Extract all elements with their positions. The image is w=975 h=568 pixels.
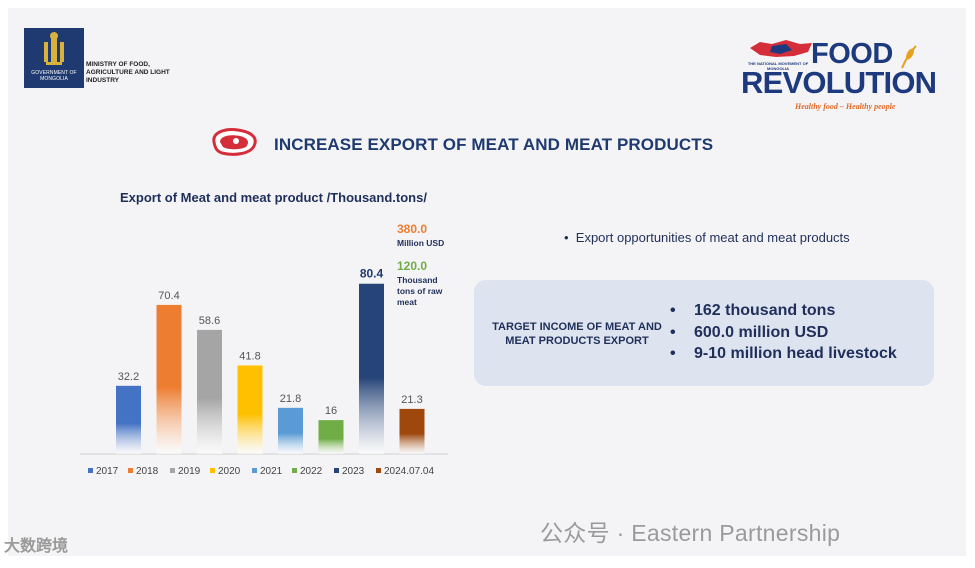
data-label-2019: 58.6 bbox=[199, 315, 220, 327]
bar-2020 bbox=[237, 365, 263, 454]
emblem-label: GOVERNMENT OF MONGOLIA bbox=[31, 70, 77, 82]
target-item-text: 162 thousand tons bbox=[694, 302, 836, 319]
target-box: TARGET INCOME OF MEAT AND MEAT PRODUCTS … bbox=[474, 280, 934, 386]
export-opportunities-bullet: • Export opportunities of meat and meat … bbox=[564, 230, 850, 245]
bullet-dot: • bbox=[564, 230, 576, 245]
target-item-tons: • 162 thousand tons bbox=[670, 302, 836, 319]
legend-label-2021: 2021 bbox=[260, 466, 283, 477]
legend-swatch-2018 bbox=[128, 468, 133, 473]
government-emblem: GOVERNMENT OF MONGOLIA bbox=[24, 28, 84, 88]
legend-swatch-2019 bbox=[170, 468, 175, 473]
legend-swatch-2023 bbox=[334, 468, 339, 473]
bar-2019 bbox=[197, 329, 222, 454]
legend-label-2019: 2019 bbox=[178, 466, 201, 477]
bar-2017 bbox=[116, 385, 141, 454]
wheat-icon bbox=[901, 45, 917, 69]
legend-swatch-2021 bbox=[252, 468, 257, 473]
annotation-meat-text: meat bbox=[397, 297, 417, 307]
data-label-2023: 80.4 bbox=[360, 267, 384, 281]
legend-swatch-2017 bbox=[88, 468, 93, 473]
data-label-2022: 16 bbox=[325, 405, 337, 417]
annotation-usd-text: Million USD bbox=[397, 238, 444, 248]
legend-swatch-2020 bbox=[210, 468, 215, 473]
chart-title: Export of Meat and meat product /Thousan… bbox=[120, 190, 427, 205]
annotation-meat-text: tons of raw bbox=[397, 286, 443, 296]
bar-2023 bbox=[359, 283, 384, 454]
target-list: • 162 thousand tons • 600.0 million USD • 9… bbox=[670, 300, 897, 365]
data-label-2020: 41.8 bbox=[239, 350, 260, 362]
legend-label-2020: 2020 bbox=[218, 466, 241, 477]
data-label-2017: 32.2 bbox=[118, 371, 139, 383]
flag-map-icon bbox=[750, 40, 812, 57]
legend-swatch-2022 bbox=[292, 468, 297, 473]
data-label-2018: 70.4 bbox=[158, 290, 179, 302]
logo-food: FOOD bbox=[811, 38, 893, 70]
bar-2022 bbox=[318, 420, 344, 454]
logo-slogan: Healthy food – Healthy people bbox=[795, 102, 896, 111]
legend-swatch-2024.07.04 bbox=[376, 468, 381, 473]
bar-2024.07.04 bbox=[399, 408, 425, 454]
meat-steak-icon bbox=[212, 128, 257, 156]
target-label: TARGET INCOME OF MEAT AND MEAT PRODUCTS … bbox=[492, 321, 662, 347]
watermark-left: 大数跨境 bbox=[4, 538, 69, 555]
annotation-meat-text: Thousand bbox=[397, 275, 438, 285]
bullet-text: Export opportunities of meat and meat pr… bbox=[575, 230, 850, 245]
soyombo-icon bbox=[44, 32, 64, 65]
target-item-livestock: • 9-10 million head livestock bbox=[670, 345, 897, 362]
ministry-name: MINISTRY OF FOOD, AGRICULTURE AND LIGHT … bbox=[86, 61, 170, 84]
watermark-right: 公众号 · Eastern Partnership bbox=[540, 520, 841, 546]
logo-tagline-small: THE NATIONAL MOVEMENT OF MONGOLIA bbox=[747, 61, 809, 71]
slide-title: INCREASE EXPORT OF MEAT AND MEAT PRODUCT… bbox=[274, 135, 714, 154]
food-revolution-logo: THE NATIONAL MOVEMENT OF MONGOLIA FOOD R… bbox=[738, 38, 937, 118]
legend-label-2018: 2018 bbox=[136, 466, 159, 477]
slide: GOVERNMENT OF MONGOLIA MINISTRY OF FOOD,… bbox=[8, 8, 966, 556]
annotation-meat-value: 120.0 bbox=[397, 259, 427, 273]
target-item-text: 600.0 million USD bbox=[694, 323, 829, 341]
export-bar-chart: 32.2 70.4 58.6 41.8 21.8 16 80.4 21.3 2017 2018 20… bbox=[80, 222, 448, 477]
annotation-usd-value: 380.0 bbox=[397, 222, 427, 236]
bar-2018 bbox=[156, 304, 182, 454]
target-item-usd: • 600.0 million USD bbox=[670, 323, 829, 341]
data-label-2021: 21.8 bbox=[280, 393, 301, 405]
legend-label-2017: 2017 bbox=[96, 466, 119, 477]
legend-label-2023: 2023 bbox=[342, 466, 365, 477]
logo-revolution: REVOLUTION bbox=[741, 65, 937, 100]
bar-2021 bbox=[278, 407, 303, 454]
target-item-text: 9-10 million head livestock bbox=[694, 345, 897, 362]
data-label-2024.07.04: 21.3 bbox=[401, 394, 422, 406]
legend-label-2024.07.04: 2024.07.04 bbox=[384, 466, 434, 477]
legend-label-2022: 2022 bbox=[300, 466, 323, 477]
